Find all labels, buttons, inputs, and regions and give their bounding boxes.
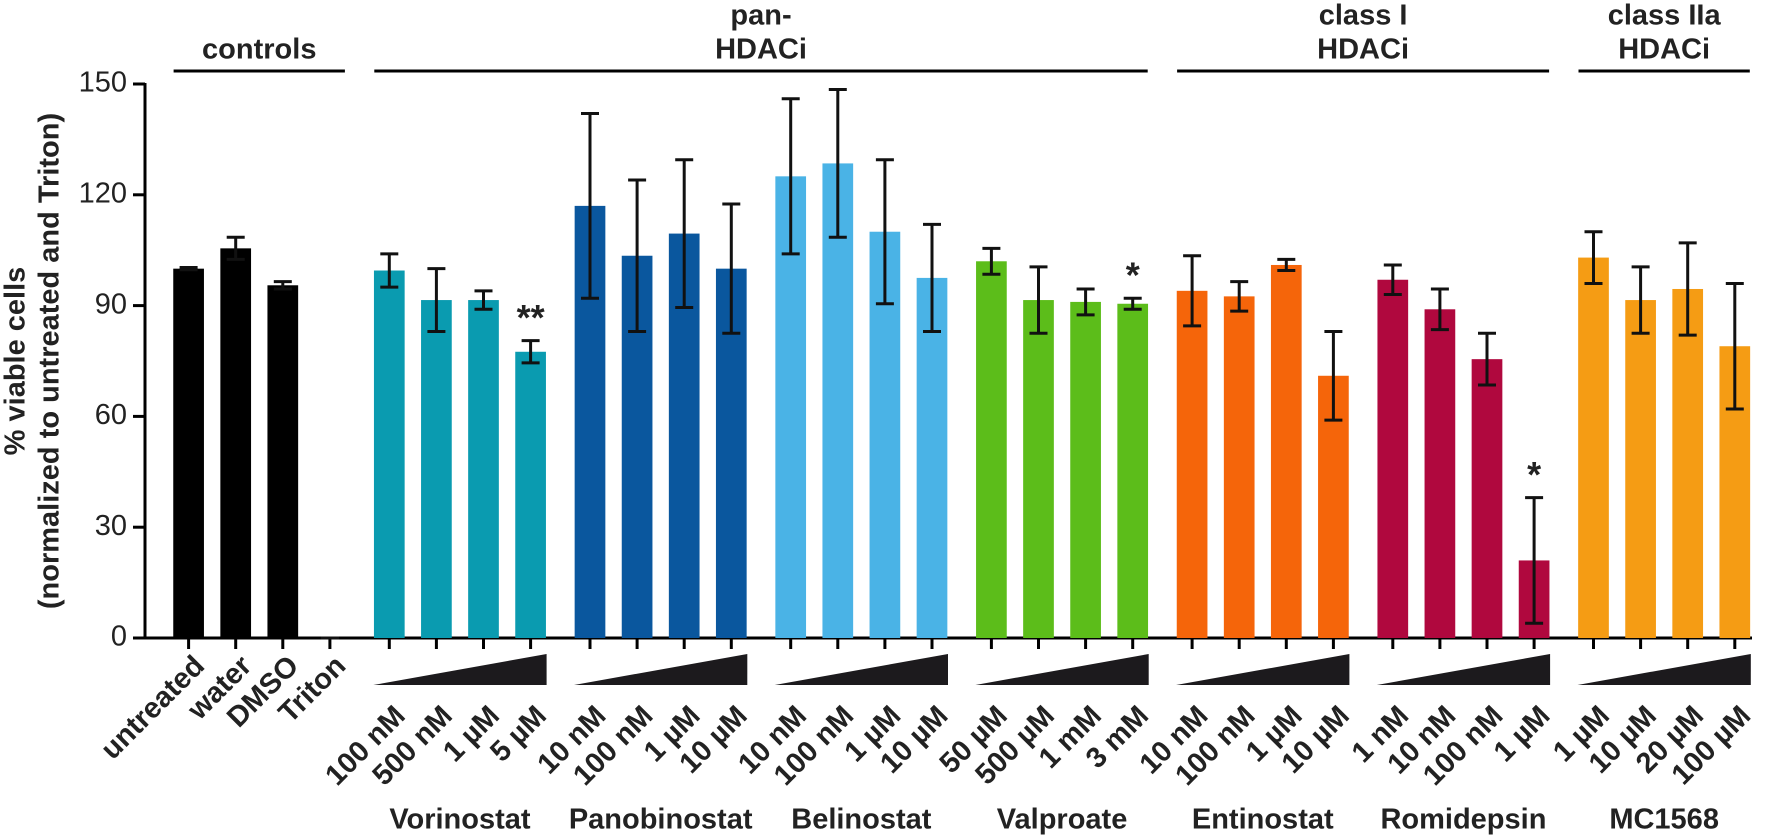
drug-name: Vorinostat [389,804,531,836]
y-tick-label: 120 [79,177,127,209]
bar [1270,264,1302,638]
dose-ramp [1577,654,1751,685]
y-tick-label: 30 [95,510,127,542]
y-axis-title: % viable cells [0,267,32,456]
y-tick-label: 60 [95,399,127,431]
bar [1176,290,1208,638]
dose-ramp [774,654,948,685]
y-axis-title: (normalized to untreated and Triton) [34,113,66,609]
drug-name: Belinostat [791,804,932,836]
bar [976,261,1007,638]
class-label: controls [202,34,316,66]
bar [822,163,854,638]
bar [1625,300,1656,638]
drug-name: MC1568 [1609,804,1719,836]
dose-ramp [574,654,748,685]
bar [373,270,405,638]
dose-ramp [975,654,1149,685]
dose-ramp [1176,654,1350,685]
bar [515,351,546,638]
bar [1117,303,1149,638]
drug-name: Panobinostat [569,804,753,836]
significance: * [1527,454,1541,495]
significance: * [1126,255,1140,296]
dose-ramp [373,654,547,685]
class-label: HDACi [1618,34,1710,66]
bar [1023,300,1054,638]
drug-name: Entinostat [1192,804,1334,836]
bar [1672,288,1704,638]
class-label: HDACi [715,34,807,66]
bar [1471,359,1503,638]
bar [1070,301,1101,638]
y-tick-label: 90 [95,288,127,320]
class-label: HDACi [1317,34,1409,66]
dose-ramp [1376,654,1551,685]
class-label: pan- [730,0,791,32]
bar [468,300,499,638]
drug-name: Valproate [997,804,1128,836]
bar [1223,296,1255,638]
class-label: class IIa [1608,0,1722,32]
bar [916,277,948,638]
class-label: class I [1319,0,1408,32]
bar [1424,309,1456,638]
significance: ** [517,297,545,338]
x-tick-label: 1 µM [1488,700,1557,769]
bar [173,268,204,638]
bar [220,248,252,638]
y-tick-label: 150 [79,67,127,99]
bar [421,300,452,638]
bar [267,285,299,638]
drug-name: Romidepsin [1380,804,1546,836]
y-tick-label: 0 [111,621,127,653]
bar [1377,279,1409,638]
bar [1578,257,1609,638]
